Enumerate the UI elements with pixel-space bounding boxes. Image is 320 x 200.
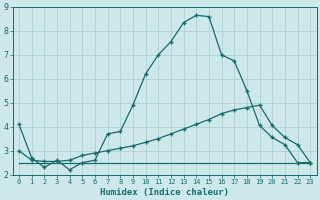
X-axis label: Humidex (Indice chaleur): Humidex (Indice chaleur) [100, 188, 229, 197]
